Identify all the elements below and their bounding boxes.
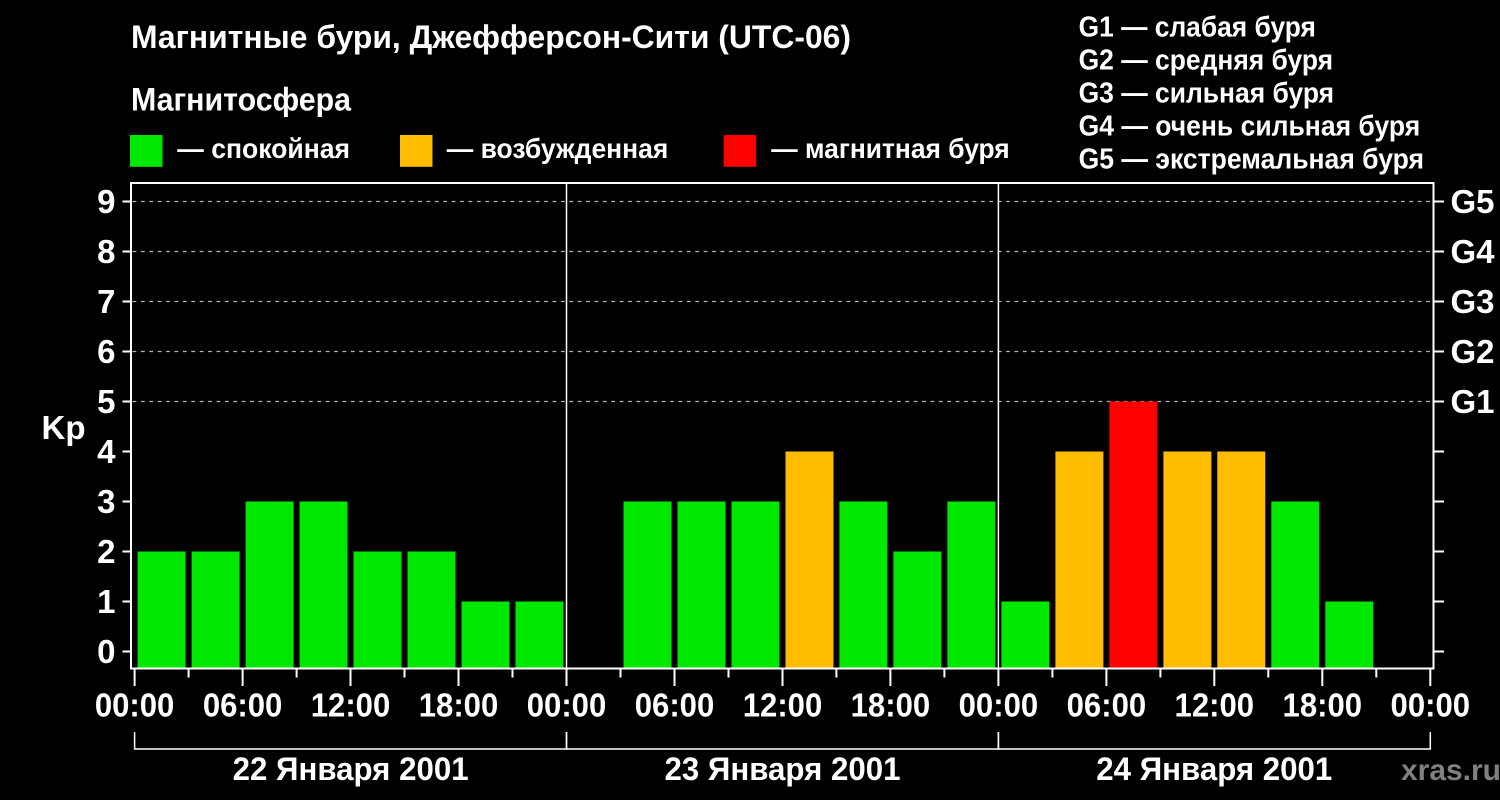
svg-text:06:00: 06:00 <box>635 687 715 724</box>
svg-text:12:00: 12:00 <box>1175 687 1255 724</box>
svg-text:6: 6 <box>97 333 115 370</box>
svg-text:G4: G4 <box>1451 233 1496 270</box>
svg-text:— возбужденная: — возбужденная <box>447 133 669 164</box>
svg-text:00:00: 00:00 <box>1391 687 1471 724</box>
svg-text:00:00: 00:00 <box>95 687 175 724</box>
svg-text:7: 7 <box>97 283 115 320</box>
svg-text:Kp: Kp <box>42 409 86 446</box>
svg-text:9: 9 <box>97 183 115 220</box>
svg-text:G5 — экстремальная буря: G5 — экстремальная буря <box>1079 143 1424 175</box>
svg-text:G4 — очень сильная буря: G4 — очень сильная буря <box>1079 110 1421 142</box>
svg-text:G5: G5 <box>1451 183 1495 220</box>
svg-text:— спокойная: — спокойная <box>177 133 350 164</box>
svg-text:18:00: 18:00 <box>419 687 499 724</box>
svg-text:06:00: 06:00 <box>203 687 283 724</box>
svg-text:23 Января 2001: 23 Января 2001 <box>665 751 901 787</box>
svg-text:2: 2 <box>97 533 115 570</box>
svg-text:3: 3 <box>97 483 115 520</box>
svg-text:00:00: 00:00 <box>959 687 1039 724</box>
svg-text:8: 8 <box>97 233 115 270</box>
svg-text:G1 — слабая буря: G1 — слабая буря <box>1079 12 1316 44</box>
svg-text:24 Января 2001: 24 Января 2001 <box>1096 751 1332 787</box>
svg-text:Магнитосфера: Магнитосфера <box>131 82 351 118</box>
svg-text:— магнитная буря: — магнитная буря <box>771 133 1009 164</box>
svg-text:G3 — сильная буря: G3 — сильная буря <box>1079 77 1335 109</box>
svg-text:5: 5 <box>97 383 115 420</box>
svg-text:18:00: 18:00 <box>851 687 931 724</box>
svg-text:0: 0 <box>97 633 115 670</box>
svg-text:Магнитные бури, Джефферсон-Сит: Магнитные бури, Джефферсон-Сити (UTC-06) <box>131 19 851 55</box>
svg-text:22 Января 2001: 22 Января 2001 <box>233 751 469 787</box>
svg-text:xras.ru: xras.ru <box>1401 754 1500 787</box>
svg-text:G2 — средняя буря: G2 — средняя буря <box>1079 45 1334 77</box>
svg-text:1: 1 <box>97 583 115 620</box>
svg-text:G1: G1 <box>1451 383 1495 420</box>
svg-text:12:00: 12:00 <box>743 687 823 724</box>
svg-text:G2: G2 <box>1451 333 1495 370</box>
svg-text:G3: G3 <box>1451 283 1495 320</box>
svg-text:00:00: 00:00 <box>527 687 607 724</box>
svg-text:18:00: 18:00 <box>1283 687 1363 724</box>
svg-text:4: 4 <box>97 433 116 470</box>
svg-text:12:00: 12:00 <box>311 687 391 724</box>
svg-text:06:00: 06:00 <box>1067 687 1147 724</box>
